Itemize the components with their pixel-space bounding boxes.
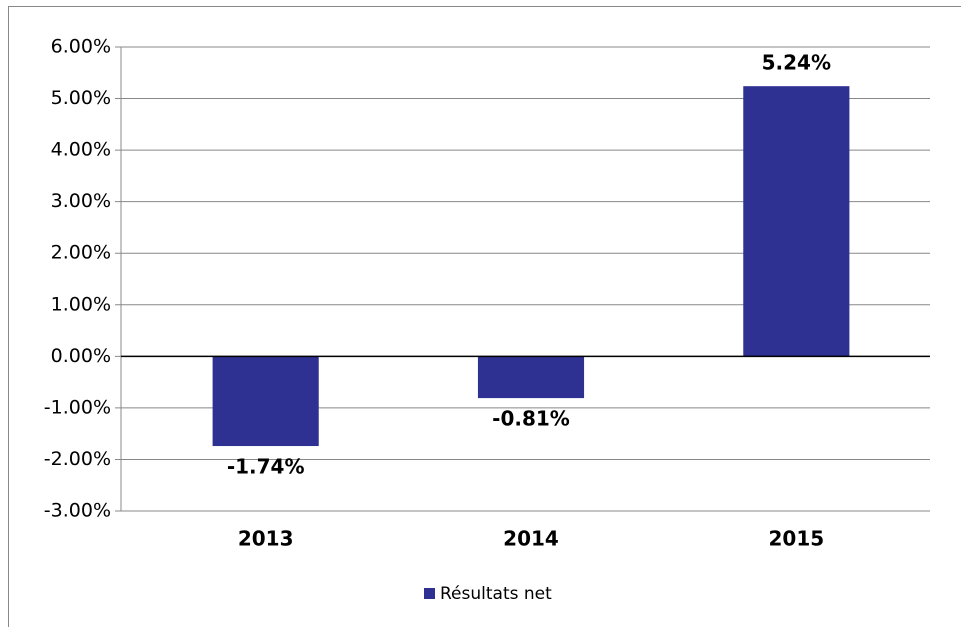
bar xyxy=(212,356,319,447)
x-tick-label: 2013 xyxy=(238,527,294,551)
bar xyxy=(743,86,850,357)
y-tick-label: 3.00% xyxy=(51,190,111,212)
y-tick-label: -1.00% xyxy=(44,396,111,418)
data-label: 5.24% xyxy=(762,51,831,75)
data-label: -0.81% xyxy=(492,407,570,431)
y-tick-label: -2.00% xyxy=(44,448,111,470)
x-tick-label: 2014 xyxy=(503,527,559,551)
y-tick-label: 2.00% xyxy=(51,242,111,264)
legend-swatch xyxy=(424,588,435,599)
y-tick-label: -3.00% xyxy=(44,500,111,522)
y-tick-label: 5.00% xyxy=(51,87,111,109)
bar xyxy=(477,356,585,399)
y-tick-label: 6.00% xyxy=(51,36,111,58)
y-tick-label: 0.00% xyxy=(51,345,111,367)
y-tick-label: 1.00% xyxy=(51,293,111,315)
x-tick-label: 2015 xyxy=(768,527,824,551)
legend-label: Résultats net xyxy=(440,584,552,604)
chart-frame xyxy=(8,6,961,627)
y-tick-label: 4.00% xyxy=(51,139,111,161)
data-label: -1.74% xyxy=(227,455,305,479)
